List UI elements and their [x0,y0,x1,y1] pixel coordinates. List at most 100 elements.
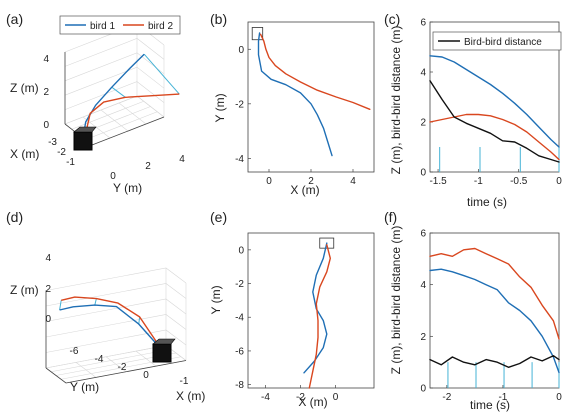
panel-d-xlabel: X (m) [176,389,205,403]
panel-f-ylabel: Z (m), bird-bird distance (m) [389,226,403,375]
a-ytick: 4 [179,154,185,165]
bird-link-line [111,86,126,98]
a-xtick: -2 [57,147,66,158]
series-line-bird-2 [84,93,180,138]
panel-c-ylabel: Z (m), bird-bird distance (m) [389,26,403,175]
panel-b-ylabel: Y (m) [213,93,227,122]
x-tick-label: -1 [474,176,483,187]
a-xtick: -1 [66,157,75,168]
panel-f: (f) -2 -1 0 0 2 4 6 time (s) Z (m), bird-bird … [384,209,562,412]
y-tick-label: -4 [235,154,244,165]
legend-box [432,31,562,51]
panel-e-xlabel: X (m) [298,395,327,409]
grid-line [135,350,157,367]
y-tick-label: -2 [235,99,244,110]
x-tick-label: 4 [350,176,356,187]
grid-line [100,109,129,132]
panel-a-axes [64,23,180,151]
series-line-bird-bird-distance [429,355,560,368]
bird-link-line [138,316,141,325]
d-ytick: -4 [95,354,104,365]
panel-a-legend: bird 1 bird 2 [59,15,181,35]
y-tick-label: 2 [420,118,426,129]
panel-e-plot: -4 -2 0 -8 -6 -4 -2 0 [235,232,375,403]
perch-box [73,131,93,151]
series-line-bird-2 [61,296,163,351]
d-ztick: 4 [45,253,51,264]
panel-d-axes [45,267,187,384]
panel-a-ylabel: Y (m) [113,181,142,195]
d-ytick: -6 [70,346,79,357]
bird-link-line [143,53,180,95]
start-box [319,237,335,249]
series-line-bird-2 [259,33,371,111]
panel-b-xlabel: X (m) [290,183,319,197]
x-tick-label: 0 [266,176,272,187]
series-line-bird-1 [59,304,163,351]
d-ytick: 0 [143,370,149,381]
legend-box [59,15,181,35]
start-box [251,27,264,41]
legend-bird2-label: bird 2 [148,21,173,32]
x-tick-label: -0.5 [510,176,528,187]
x-tick-label: -4 [261,392,270,403]
y-tick-label: 2 [420,332,426,343]
perch-box-top [73,126,97,133]
panel-d: (d) Z (m) Y (m) X (m) 4 2 0 -6 -4 -2 0 -… [6,209,205,403]
perch-box-top [152,338,176,345]
panel-a-xlabel: X (m) [10,147,39,161]
x-tick-label: -1.5 [429,176,447,187]
series-line-bird-1 [257,32,333,157]
series-line-bird-1 [429,55,560,148]
series-line-bird-1 [429,268,560,374]
panel-f-xlabel: time (s) [470,398,510,412]
panel-d-ylabel: Y (m) [70,380,99,394]
panel-e: (e) -4 -2 0 -8 -6 -4 -2 0 X (m) Y (m) [209,209,375,409]
y-tick-label: 4 [420,280,426,291]
panel-b-plot: 0 2 4 -4 -2 0 [235,21,375,187]
series-line-bird-1 [303,242,328,374]
d-xtick: -1 [180,376,189,387]
plot-frame [247,21,375,173]
bird-link-line [59,300,62,311]
series-line-bird-2 [429,247,560,340]
y-tick-label: 0 [420,168,426,179]
y-tick-label: -6 [235,346,244,357]
panel-a: (a) bird 1 bird 2 Z (m) X (m) Y (m) 4 2 … [6,11,185,195]
panel-d-zlabel: Z (m) [10,283,39,297]
a-ytick: 0 [110,171,116,182]
panel-c-label: (c) [384,11,400,27]
grid-line [118,102,147,125]
y-tick-label: -4 [235,313,244,324]
grid-line [45,267,187,291]
panel-b: (b) 0 2 4 -4 -2 0 X (m) Y (m) [210,11,375,197]
grid-line [85,111,158,141]
grid-line [45,314,187,338]
y-tick-label: 6 [420,229,426,240]
y-tick-label: 6 [420,18,426,29]
x-tick-label: -2 [442,392,451,403]
d-ztick: 2 [45,284,51,295]
x-tick-label: -2 [296,392,305,403]
y-tick-label: 0 [420,384,426,395]
panel-b-label: (b) [210,11,227,27]
perch-box [152,343,172,363]
bird-link-line [94,298,97,306]
series-line-bird-1 [82,53,145,139]
y-tick-label: 0 [238,45,244,56]
y-axis [65,360,187,384]
y-tick-label: 4 [420,68,426,79]
panel-e-label: (e) [210,209,227,225]
x-tick-label: 0 [333,392,339,403]
panel-a-label: (a) [6,11,23,27]
d-ytick: -2 [118,362,127,373]
a-ztick: 2 [43,87,49,98]
y-tick-label: 0 [238,245,244,256]
panel-c: (c) -1.5 -1 -0.5 0 0 2 4 6 Bird-bird distance t… [384,11,562,209]
series-line-bird-bird-distance [429,80,560,163]
x-tick-label: -1 [498,392,507,403]
a-ytick: 2 [145,161,151,172]
panel-c-legend: Bird-bird distance [432,31,562,51]
series-line-bird-2 [308,244,331,389]
